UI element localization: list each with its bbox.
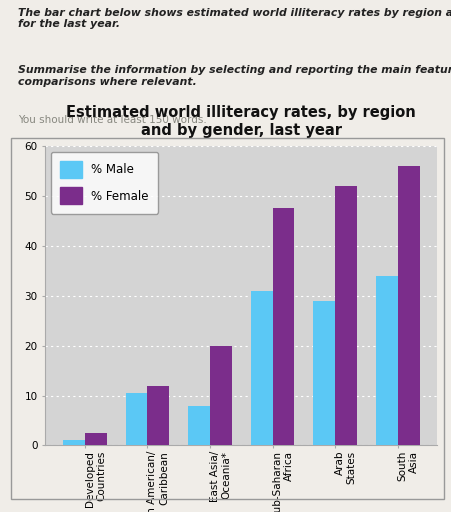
Text: The bar chart below shows estimated world illiteracy rates by region and by gend: The bar chart below shows estimated worl… — [18, 8, 451, 29]
Bar — [313, 301, 335, 445]
Bar — [63, 440, 85, 445]
Bar — [147, 386, 169, 445]
Bar — [125, 393, 147, 445]
Bar — [210, 346, 232, 445]
Text: You should write at least 150 words.: You should write at least 150 words. — [18, 115, 207, 125]
Bar — [85, 433, 107, 445]
Bar — [398, 166, 419, 445]
Title: Estimated world illiteracy rates, by region
and by gender, last year: Estimated world illiteracy rates, by reg… — [66, 105, 416, 138]
Bar — [272, 208, 295, 445]
Bar — [188, 406, 210, 445]
Legend: % Male, % Female: % Male, % Female — [51, 152, 158, 214]
Bar — [376, 275, 398, 445]
Text: Summarise the information by selecting and reporting the main features, and make: Summarise the information by selecting a… — [18, 65, 451, 87]
Bar — [335, 186, 357, 445]
Bar — [251, 291, 272, 445]
